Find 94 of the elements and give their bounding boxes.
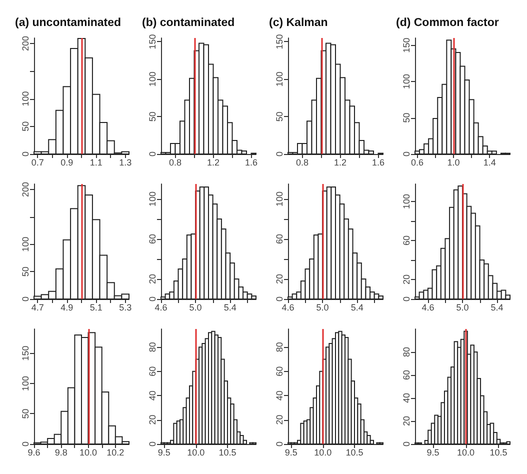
y-tick-label: 50 bbox=[148, 112, 158, 122]
y-tick-label: 0 bbox=[274, 441, 284, 447]
y-tick-label: 0 bbox=[20, 441, 30, 447]
y-tick-label: 50 bbox=[20, 266, 30, 277]
y-tick-label: 0 bbox=[402, 296, 412, 302]
y-tick-label: 60 bbox=[274, 366, 284, 376]
y-tick-label: 40 bbox=[274, 390, 284, 401]
y-tick-label: 0 bbox=[148, 296, 158, 302]
chart-title: (a) uncontaminated bbox=[15, 17, 122, 29]
y-tick-label: 20 bbox=[274, 414, 284, 425]
x-tick-label: 0.7 bbox=[31, 158, 44, 168]
x-tick-label: 10.5 bbox=[346, 448, 364, 458]
y-tick-label: 150 bbox=[402, 38, 412, 53]
y-tick-label: 60 bbox=[148, 366, 158, 376]
y-tick-label: 100 bbox=[20, 236, 30, 252]
x-tick-label: 5.0 bbox=[456, 302, 469, 312]
y-tick-label: 50 bbox=[20, 408, 30, 419]
x-tick-label: 1.6 bbox=[244, 158, 258, 168]
x-tick-label: 1.4 bbox=[483, 158, 496, 168]
y-tick-label: 60 bbox=[402, 370, 412, 380]
y-tick-label: 40 bbox=[402, 392, 412, 404]
x-tick-label: 9.5 bbox=[158, 448, 170, 458]
y-tick-label: 50 bbox=[402, 112, 412, 123]
x-tick-label: 1.2 bbox=[206, 158, 220, 168]
y-tick-label: 150 bbox=[274, 34, 284, 50]
y-tick-label: 0 bbox=[274, 296, 284, 302]
x-tick-label: 4.6 bbox=[422, 302, 434, 312]
x-tick-label: 1.6 bbox=[372, 158, 385, 168]
x-tick-label: 5.1 bbox=[90, 302, 102, 312]
x-tick-label: 5.4 bbox=[224, 302, 236, 312]
y-tick-label: 100 bbox=[274, 72, 284, 87]
x-tick-label: 9.6 bbox=[28, 448, 40, 458]
x-tick-label: 9.5 bbox=[284, 448, 298, 458]
y-tick-label: 100 bbox=[274, 191, 284, 207]
x-tick-label: 5.4 bbox=[350, 302, 364, 312]
x-tick-label: 4.6 bbox=[282, 302, 294, 312]
x-tick-label: 0.8 bbox=[296, 158, 309, 168]
x-tick-label: 10.5 bbox=[490, 448, 508, 458]
x-tick-label: 10.2 bbox=[106, 448, 124, 458]
y-tick-label: 0 bbox=[402, 151, 412, 157]
chart-title: (d) Common factor bbox=[396, 17, 500, 29]
x-tick-label: 1.3 bbox=[119, 158, 132, 168]
y-tick-label: 100 bbox=[20, 376, 30, 391]
x-tick-label: 0.9 bbox=[60, 158, 74, 168]
y-tick-label: 100 bbox=[148, 72, 158, 87]
chart-title: (b) contaminated bbox=[142, 17, 235, 29]
y-tick-label: 100 bbox=[148, 191, 158, 207]
x-tick-label: 5.3 bbox=[119, 302, 132, 312]
x-tick-label: 4.6 bbox=[154, 302, 168, 312]
x-tick-label: 10.5 bbox=[218, 448, 236, 458]
y-tick-label: 80 bbox=[274, 342, 284, 352]
y-tick-label: 20 bbox=[148, 274, 158, 284]
x-tick-label: 5.0 bbox=[316, 302, 329, 312]
x-tick-label: 4.7 bbox=[31, 302, 44, 312]
x-tick-label: 10.0 bbox=[80, 448, 98, 458]
x-tick-label: 10.0 bbox=[314, 448, 332, 458]
y-tick-label: 20 bbox=[148, 414, 158, 425]
y-tick-label: 100 bbox=[20, 91, 30, 106]
y-tick-label: 80 bbox=[402, 346, 412, 358]
x-tick-label: 5.0 bbox=[189, 302, 202, 312]
y-tick-label: 50 bbox=[274, 112, 284, 122]
y-tick-label: 0 bbox=[148, 441, 158, 447]
y-tick-label: 0 bbox=[20, 296, 30, 302]
x-tick-label: 1.0 bbox=[447, 158, 460, 168]
y-tick-label: 200 bbox=[20, 182, 30, 197]
y-tick-label: 60 bbox=[274, 234, 284, 244]
y-tick-label: 0 bbox=[402, 441, 412, 447]
y-tick-label: 40 bbox=[148, 390, 158, 401]
y-tick-label: 60 bbox=[148, 234, 158, 244]
x-tick-label: 4.9 bbox=[60, 302, 74, 312]
y-tick-label: 0 bbox=[148, 151, 158, 157]
x-tick-label: 10.0 bbox=[457, 448, 475, 458]
y-tick-label: 80 bbox=[148, 342, 158, 352]
y-tick-label: 200 bbox=[20, 36, 30, 52]
y-tick-label: 150 bbox=[20, 346, 30, 361]
y-tick-label: 20 bbox=[402, 416, 412, 426]
x-tick-label: 9.8 bbox=[54, 448, 68, 458]
x-tick-label: 5.4 bbox=[490, 302, 504, 312]
x-tick-label: 0.8 bbox=[168, 158, 182, 168]
y-tick-label: 60 bbox=[402, 236, 412, 246]
y-tick-label: 20 bbox=[402, 274, 412, 285]
y-tick-label: 100 bbox=[402, 74, 412, 90]
x-tick-label: 1.2 bbox=[334, 158, 347, 168]
y-tick-label: 150 bbox=[148, 34, 158, 50]
chart-title: (c) Kalman bbox=[269, 17, 328, 29]
y-tick-label: 50 bbox=[20, 121, 30, 132]
x-tick-label: 1.1 bbox=[90, 158, 102, 168]
x-tick-label: 10.0 bbox=[187, 448, 205, 458]
y-tick-label: 100 bbox=[402, 194, 412, 210]
y-tick-label: 0 bbox=[20, 151, 30, 157]
x-tick-label: 9.5 bbox=[426, 448, 440, 458]
y-tick-label: 0 bbox=[274, 151, 284, 157]
x-tick-label: 0.6 bbox=[411, 158, 424, 168]
y-tick-label: 20 bbox=[274, 274, 284, 284]
